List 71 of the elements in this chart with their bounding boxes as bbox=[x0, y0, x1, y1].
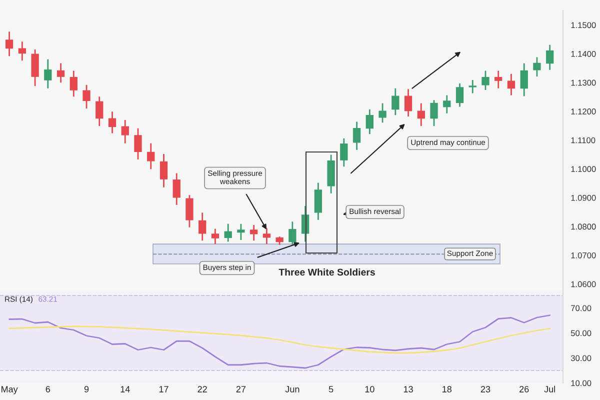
x-tick-label: 17 bbox=[159, 386, 168, 392]
candlestick bbox=[172, 172, 180, 206]
candlestick bbox=[18, 40, 26, 62]
candlestick bbox=[108, 110, 116, 134]
candlestick bbox=[160, 153, 168, 188]
candlestick bbox=[456, 82, 464, 108]
y-tick-label: 50.00 bbox=[570, 330, 592, 336]
candlestick bbox=[352, 121, 361, 151]
x-tick-label: 10 bbox=[365, 386, 374, 392]
candlestick bbox=[546, 44, 554, 71]
candlestick bbox=[340, 138, 348, 168]
candlestick bbox=[378, 102, 386, 124]
x-tick-label: 18 bbox=[442, 386, 452, 392]
x-tick-label: 26 bbox=[520, 386, 529, 392]
y-tick-label: 1.1000 bbox=[571, 166, 596, 172]
candlestick bbox=[430, 99, 438, 127]
candlestick bbox=[70, 70, 78, 98]
y-tick-label: 1.0900 bbox=[571, 194, 596, 201]
y-tick-label: 1.1400 bbox=[571, 50, 596, 57]
line-series bbox=[8, 326, 551, 354]
y-tick-label: 10.00 bbox=[571, 380, 592, 386]
x-tick-label: 22 bbox=[198, 386, 207, 392]
line-series bbox=[8, 314, 551, 369]
annotation: Three White Soldiers bbox=[278, 268, 375, 276]
y-tick-label: 30.00 bbox=[570, 355, 592, 362]
candlestick bbox=[31, 48, 39, 87]
y-tick-label: 1.1300 bbox=[571, 80, 596, 86]
candlestick bbox=[314, 182, 322, 221]
candlestick bbox=[392, 88, 400, 116]
candlestick bbox=[443, 94, 451, 114]
candlestick bbox=[417, 102, 425, 127]
candlestick bbox=[507, 73, 516, 96]
candlestick bbox=[482, 70, 490, 91]
candlestick bbox=[237, 223, 245, 241]
x-tick-label: 14 bbox=[120, 386, 130, 392]
y-tick-label: 1.1200 bbox=[571, 108, 596, 114]
candlestick bbox=[468, 79, 476, 94]
y-tick-label: 70.00 bbox=[571, 305, 592, 312]
candlestick bbox=[44, 58, 52, 90]
x-tick-label: 13 bbox=[404, 386, 413, 392]
candlestick bbox=[96, 96, 104, 127]
x-tick-label: 23 bbox=[480, 386, 490, 392]
candlestick bbox=[186, 194, 194, 228]
y-tick-label: 1.0700 bbox=[571, 252, 596, 258]
candlestick bbox=[366, 108, 374, 135]
x-tick-label: 6 bbox=[46, 386, 50, 392]
candlestick bbox=[198, 212, 206, 242]
candlestick bbox=[404, 88, 412, 118]
candlestick bbox=[147, 142, 155, 170]
candlestick bbox=[134, 128, 142, 160]
y-tick-label: 1.1100 bbox=[571, 137, 596, 144]
y-tick-label: 1.1500 bbox=[571, 22, 596, 28]
x-tick-label: 5 bbox=[328, 386, 334, 392]
candlestick bbox=[224, 223, 232, 242]
candlestick bbox=[5, 30, 14, 57]
x-tick-label: Jul bbox=[544, 386, 556, 392]
candlestick bbox=[56, 62, 65, 84]
y-tick-label: 1.0600 bbox=[571, 281, 596, 288]
x-tick-label: 9 bbox=[84, 386, 89, 392]
y-tick-label: 1.0800 bbox=[571, 224, 596, 230]
x-tick-label: Jun bbox=[285, 386, 300, 392]
candlestick bbox=[82, 84, 90, 110]
x-tick-label: May bbox=[2, 386, 18, 394]
candlestick bbox=[211, 228, 220, 245]
candlestick bbox=[121, 119, 129, 144]
candlestick bbox=[494, 70, 502, 90]
candlestick bbox=[250, 224, 258, 242]
x-tick-label: 27 bbox=[236, 386, 246, 392]
candlestick bbox=[262, 228, 271, 245]
candlestick bbox=[520, 62, 528, 97]
candlestick bbox=[533, 56, 541, 78]
